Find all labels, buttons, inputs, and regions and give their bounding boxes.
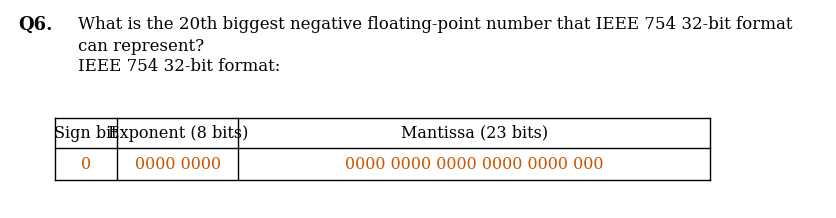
Text: 0000 0000 0000 0000 0000 000: 0000 0000 0000 0000 0000 000 [345,155,604,172]
Text: Mantissa (23 bits): Mantissa (23 bits) [400,124,548,141]
Text: Q6.: Q6. [18,16,53,34]
Text: 0: 0 [81,155,91,172]
Text: What is the 20th biggest negative floating-point number that IEEE 754 32-bit for: What is the 20th biggest negative floati… [78,16,793,33]
Text: can represent?: can represent? [78,38,204,55]
Text: 0000 0000: 0000 0000 [135,155,221,172]
Text: IEEE 754 32-bit format:: IEEE 754 32-bit format: [78,58,280,75]
Text: Sign bit: Sign bit [54,124,118,141]
Text: Exponent (8 bits): Exponent (8 bits) [108,124,248,141]
